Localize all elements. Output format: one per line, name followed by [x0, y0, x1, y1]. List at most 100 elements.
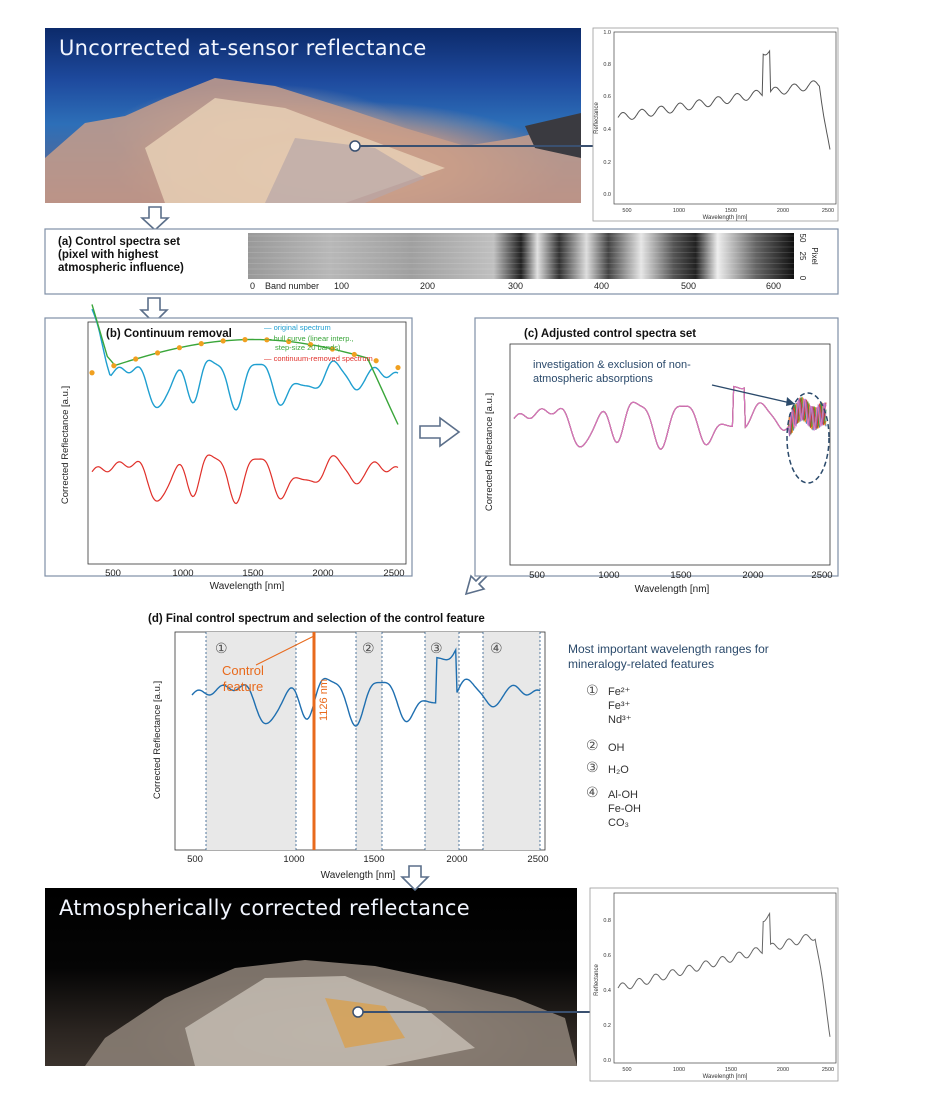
legend-entry: — continuum-removed spectrum — [264, 354, 373, 363]
legend-item: Nd³⁺ — [608, 714, 632, 726]
tick-label: 1000 — [283, 854, 304, 865]
legend-item: H₂O — [608, 764, 629, 776]
panel-c-axes — [509, 343, 831, 566]
tick-label: 500 — [622, 208, 631, 214]
tick-label: 2500 — [383, 568, 404, 579]
title-line: Most important wavelength ranges for — [568, 642, 769, 656]
photo-title: Uncorrected at-sensor reflectance — [59, 36, 427, 60]
range-band — [206, 632, 296, 850]
range-band — [356, 632, 382, 850]
legend-entry-cont: step-size 20 bands) — [275, 343, 341, 352]
panel-a-xticks: 0 100 200 300 400 500 600 Band number — [250, 281, 781, 291]
panel-d-xlabel: Wavelength [nm] — [321, 870, 396, 881]
tick-label: 1000 — [673, 1067, 685, 1073]
panel-b-ylabel: Corrected Reflectance [a.u.] — [60, 386, 71, 504]
terrain-shape — [45, 78, 581, 203]
control-feature-label: Control feature — [222, 663, 264, 695]
hull-point — [286, 338, 292, 345]
tick-label: 25 — [798, 252, 807, 261]
panel-c-xticks: 500 1000 1500 2000 2500 — [529, 570, 833, 581]
hull-point — [154, 350, 161, 356]
legend-items: Fe²⁺ Fe³⁺ Nd³⁺ — [608, 685, 632, 727]
hull-point — [111, 363, 117, 369]
hull-point — [395, 364, 401, 371]
final-control-spectrum-line — [191, 647, 541, 727]
panel-a-title: (a) Control spectra set (pixel with high… — [58, 236, 184, 275]
range-marker: ② — [362, 640, 375, 656]
mini-top-ylabel: Reflectance — [594, 101, 600, 133]
mini-bottom-xticks: 500 1000 1500 2000 2500 — [622, 1067, 834, 1073]
tick-label: 0.8 — [603, 918, 611, 924]
range-marker: ③ — [430, 640, 443, 656]
legend-item: CO₃ — [608, 817, 629, 829]
legend-item: Fe-OH — [608, 803, 641, 815]
legend-marker: ① — [586, 682, 599, 698]
flow-arrow-down-1 — [139, 206, 171, 232]
axis-label: Band number — [265, 281, 319, 291]
tick-label: 0.4 — [603, 988, 611, 994]
tick-label: 2000 — [742, 570, 763, 581]
legend-items: Al-OH Fe-OH CO₃ — [608, 788, 641, 830]
mini-top-xlabel: Wavelength [nm] — [703, 215, 748, 221]
mini-bottom-xlabel: Wavelength [nm] — [703, 1074, 748, 1080]
hull-point — [133, 356, 139, 362]
tick-label: 1500 — [725, 1067, 737, 1073]
tick-label: 300 — [508, 281, 523, 291]
panel-b-axes — [87, 321, 407, 565]
title-line: mineralogy-related features — [568, 657, 715, 671]
tick-label: 0.6 — [603, 94, 611, 100]
annotation-arrowhead — [786, 397, 795, 406]
mini-top-yticks: 0.0 0.2 0.4 0.6 0.8 1.0 — [603, 30, 611, 198]
legend-entry: — original spectrum — [264, 323, 331, 332]
hull-point — [89, 370, 95, 376]
tick-label: 500 — [622, 1067, 631, 1073]
annotation-line: atmospheric absorptions — [533, 373, 653, 385]
legend-label: continuum-removed spectrum — [273, 354, 373, 363]
label-line: feature — [222, 679, 264, 694]
photo-title: Atmospherically corrected reflectance — [59, 896, 470, 920]
hull-point — [307, 341, 314, 348]
panel-d-xticks: 500 1000 1500 2000 2500 — [187, 854, 549, 865]
mini-bottom-ylabel: Reflectance — [594, 963, 600, 995]
tick-label: 50 — [798, 234, 807, 243]
tick-label: 0.2 — [603, 160, 611, 166]
tick-label: 2500 — [527, 854, 548, 865]
panel-d-title: (d) Final control spectrum and selection… — [148, 613, 485, 625]
hull-point — [220, 338, 226, 344]
tick-label: 2000 — [777, 208, 789, 214]
label-line: Control — [222, 663, 264, 678]
tick-label: 1000 — [172, 568, 193, 579]
legend-items: OH — [608, 741, 625, 755]
flow-arrow-down-2 — [139, 297, 169, 325]
panel-b-xticks: 500 1000 1500 2000 2500 — [105, 568, 405, 579]
continuum-removed-line — [91, 454, 399, 505]
legend-item: OH — [608, 742, 625, 754]
legend-item: Al-OH — [608, 789, 638, 801]
tick-label: 0.8 — [603, 62, 611, 68]
control-wavelength-label: 1126 nm — [318, 679, 330, 721]
axis-label: Pixel — [810, 247, 819, 265]
annotation-line: investigation & exclusion of non- — [533, 359, 691, 371]
hull-point — [351, 351, 357, 358]
control-feature-leader — [255, 635, 315, 666]
side-legend-title: Most important wavelength ranges for min… — [568, 642, 769, 672]
tick-label: 2500 — [822, 1067, 834, 1073]
tick-label: 200 — [420, 281, 435, 291]
tick-label: 1000 — [673, 208, 685, 214]
legend-items: H₂O — [608, 763, 629, 777]
tick-label: 500 — [681, 281, 696, 291]
tick-label: 0.2 — [603, 1023, 611, 1029]
panel-d-curve — [191, 647, 541, 727]
panel-b-xlabel: Wavelength [nm] — [210, 581, 285, 592]
legend-item: Fe²⁺ — [608, 686, 631, 698]
panel-c-annotation: investigation & exclusion of non- atmosp… — [533, 358, 691, 386]
range-marker: ① — [215, 640, 228, 656]
tick-label: 1500 — [725, 208, 737, 214]
tick-label: 0 — [798, 276, 807, 281]
hull-point — [373, 358, 379, 364]
panel-d-ylabel: Corrected Reflectance [a.u.] — [152, 681, 163, 799]
mini-bottom-axes — [613, 892, 837, 1064]
legend-marker: ③ — [586, 759, 599, 775]
tick-label: 2500 — [822, 208, 834, 214]
